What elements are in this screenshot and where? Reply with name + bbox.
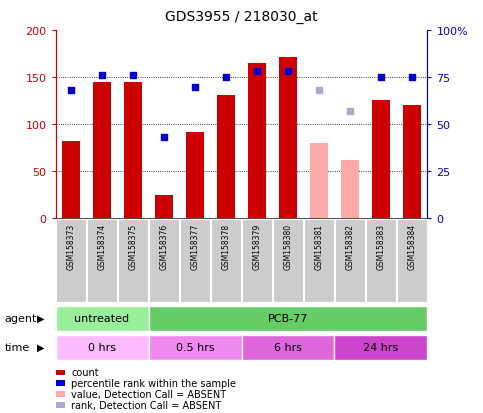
Text: GDS3955 / 218030_at: GDS3955 / 218030_at bbox=[165, 10, 318, 24]
Text: rank, Detection Call = ABSENT: rank, Detection Call = ABSENT bbox=[71, 400, 221, 410]
Text: ▶: ▶ bbox=[37, 313, 45, 323]
Point bbox=[408, 75, 416, 81]
FancyBboxPatch shape bbox=[56, 306, 149, 331]
FancyBboxPatch shape bbox=[149, 335, 242, 360]
Point bbox=[67, 88, 75, 95]
Text: percentile rank within the sample: percentile rank within the sample bbox=[71, 378, 236, 388]
Point bbox=[253, 69, 261, 76]
Point bbox=[129, 73, 137, 79]
Point bbox=[191, 84, 199, 91]
Text: GSM158382: GSM158382 bbox=[345, 223, 355, 269]
FancyBboxPatch shape bbox=[149, 220, 179, 303]
FancyBboxPatch shape bbox=[335, 220, 365, 303]
FancyBboxPatch shape bbox=[366, 220, 396, 303]
Text: PCB-77: PCB-77 bbox=[268, 313, 308, 323]
Text: GSM158383: GSM158383 bbox=[376, 223, 385, 269]
Bar bbox=[186, 133, 204, 219]
Text: ▶: ▶ bbox=[37, 342, 45, 352]
Text: GSM158376: GSM158376 bbox=[159, 223, 169, 269]
Bar bbox=[372, 100, 390, 219]
Text: 0 hrs: 0 hrs bbox=[88, 342, 116, 352]
FancyBboxPatch shape bbox=[56, 220, 86, 303]
FancyBboxPatch shape bbox=[180, 220, 210, 303]
Point bbox=[315, 88, 323, 95]
Bar bbox=[62, 142, 80, 219]
FancyBboxPatch shape bbox=[273, 220, 303, 303]
Text: GSM158378: GSM158378 bbox=[222, 223, 230, 269]
FancyBboxPatch shape bbox=[242, 335, 334, 360]
Point bbox=[346, 109, 354, 115]
Text: value, Detection Call = ABSENT: value, Detection Call = ABSENT bbox=[71, 389, 226, 399]
Text: GSM158379: GSM158379 bbox=[253, 223, 261, 269]
Bar bbox=[217, 96, 235, 219]
Text: GSM158377: GSM158377 bbox=[190, 223, 199, 269]
Point bbox=[284, 69, 292, 76]
Point bbox=[98, 73, 106, 79]
Point bbox=[160, 135, 168, 141]
Bar bbox=[93, 83, 112, 219]
Text: untreated: untreated bbox=[74, 313, 129, 323]
Bar bbox=[341, 161, 359, 219]
Text: GSM158380: GSM158380 bbox=[284, 223, 293, 269]
Text: agent: agent bbox=[5, 313, 37, 323]
Text: GSM158381: GSM158381 bbox=[314, 223, 324, 269]
Bar bbox=[310, 144, 328, 219]
Text: 24 hrs: 24 hrs bbox=[363, 342, 398, 352]
FancyBboxPatch shape bbox=[397, 220, 427, 303]
Bar bbox=[124, 83, 142, 219]
Bar bbox=[248, 64, 266, 219]
FancyBboxPatch shape bbox=[334, 335, 427, 360]
Text: 0.5 hrs: 0.5 hrs bbox=[176, 342, 214, 352]
Bar bbox=[403, 106, 421, 219]
Point bbox=[377, 75, 385, 81]
FancyBboxPatch shape bbox=[211, 220, 241, 303]
Text: GSM158374: GSM158374 bbox=[98, 223, 107, 269]
Bar bbox=[155, 195, 173, 219]
Text: GSM158384: GSM158384 bbox=[408, 223, 416, 269]
FancyBboxPatch shape bbox=[304, 220, 334, 303]
FancyBboxPatch shape bbox=[149, 306, 427, 331]
FancyBboxPatch shape bbox=[87, 220, 117, 303]
FancyBboxPatch shape bbox=[118, 220, 148, 303]
Point bbox=[222, 75, 230, 81]
FancyBboxPatch shape bbox=[56, 335, 149, 360]
Text: GSM158375: GSM158375 bbox=[128, 223, 138, 269]
Text: time: time bbox=[5, 342, 30, 352]
Text: count: count bbox=[71, 368, 99, 377]
Bar bbox=[279, 58, 297, 219]
Text: 6 hrs: 6 hrs bbox=[274, 342, 302, 352]
FancyBboxPatch shape bbox=[242, 220, 272, 303]
Text: GSM158373: GSM158373 bbox=[67, 223, 75, 269]
